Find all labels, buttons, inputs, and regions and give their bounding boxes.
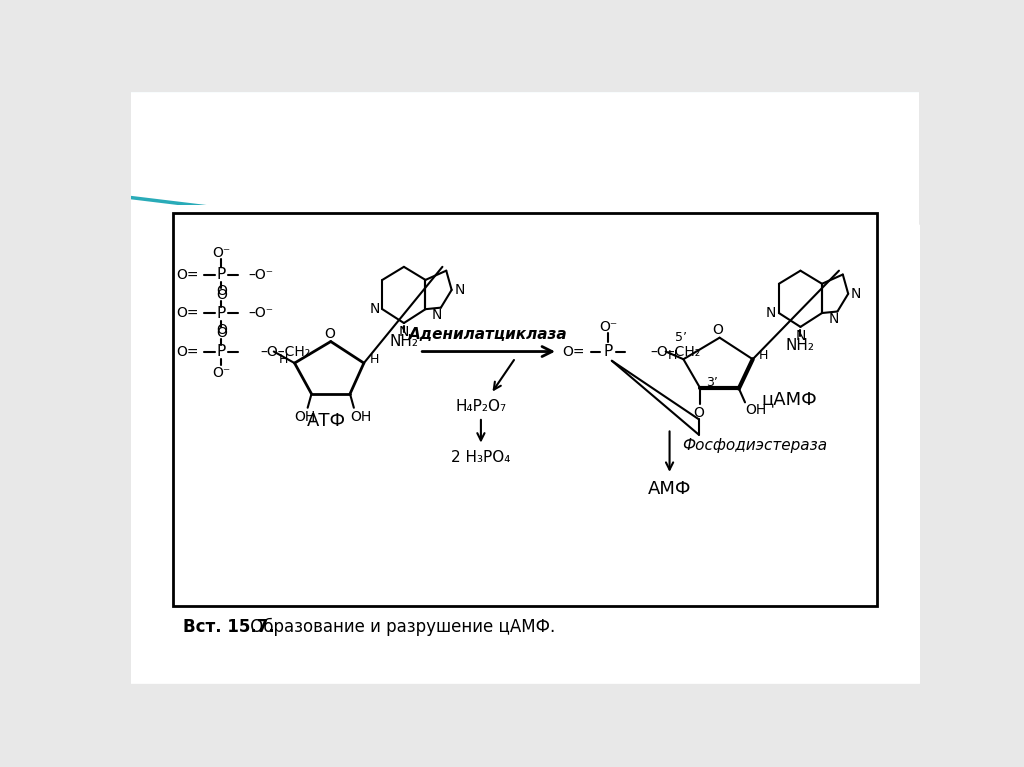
- Text: –O⁻: –O⁻: [249, 268, 273, 281]
- Text: –O–CH₂: –O–CH₂: [650, 344, 700, 358]
- Text: Вст. 15.7.: Вст. 15.7.: [183, 618, 274, 636]
- Text: NH₂: NH₂: [389, 334, 419, 349]
- Text: P: P: [603, 344, 612, 359]
- Text: OH: OH: [745, 403, 766, 417]
- Text: H: H: [370, 353, 379, 366]
- Text: OH: OH: [295, 410, 316, 424]
- Text: N: N: [370, 302, 380, 316]
- Bar: [173, 213, 878, 606]
- Text: N: N: [432, 308, 442, 322]
- Bar: [131, 206, 920, 683]
- Text: цАМФ: цАМФ: [761, 390, 817, 408]
- Text: H: H: [280, 353, 289, 366]
- Text: H: H: [759, 349, 768, 362]
- Text: N: N: [796, 329, 806, 343]
- Text: 3’: 3’: [706, 376, 718, 389]
- Text: N: N: [828, 312, 839, 326]
- Polygon shape: [131, 92, 920, 252]
- Text: O: O: [216, 288, 227, 301]
- Text: O=: O=: [176, 306, 199, 320]
- Text: P: P: [217, 344, 226, 359]
- Text: N: N: [398, 325, 410, 339]
- Text: –O–CH₂: –O–CH₂: [260, 344, 310, 358]
- Text: 5’: 5’: [675, 331, 687, 344]
- Text: H: H: [668, 349, 677, 362]
- Text: N: N: [455, 283, 465, 297]
- Text: O: O: [216, 285, 227, 298]
- Text: H₄P₂O₇: H₄P₂O₇: [456, 400, 507, 414]
- Text: Фосфодиэстераза: Фосфодиэстераза: [682, 438, 826, 453]
- Text: O⁻: O⁻: [599, 320, 617, 334]
- Text: N: N: [851, 287, 861, 301]
- Text: АТФ: АТФ: [307, 412, 346, 430]
- Text: Аденилатциклаза: Аденилатциклаза: [410, 327, 568, 342]
- Text: O: O: [324, 327, 335, 341]
- Text: OH: OH: [350, 410, 372, 424]
- Text: O=: O=: [562, 344, 585, 358]
- Text: P: P: [217, 267, 226, 282]
- Text: O=: O=: [176, 268, 199, 281]
- Text: O: O: [216, 323, 227, 337]
- Text: O⁻: O⁻: [212, 366, 230, 380]
- Text: –O⁻: –O⁻: [249, 306, 273, 320]
- Text: O: O: [693, 407, 705, 420]
- Text: N: N: [766, 306, 776, 320]
- Text: P: P: [217, 305, 226, 321]
- Text: 2 H₃PO₄: 2 H₃PO₄: [452, 450, 511, 466]
- Text: АМФ: АМФ: [648, 479, 691, 498]
- Text: O: O: [216, 326, 227, 340]
- Text: NH₂: NH₂: [786, 338, 815, 353]
- Polygon shape: [131, 92, 920, 236]
- Polygon shape: [131, 92, 920, 259]
- Text: Образование и разрушение цАМФ.: Образование и разрушение цАМФ.: [245, 618, 555, 637]
- Text: O=: O=: [176, 344, 199, 358]
- Text: O: O: [713, 323, 724, 337]
- Text: O⁻: O⁻: [212, 246, 230, 260]
